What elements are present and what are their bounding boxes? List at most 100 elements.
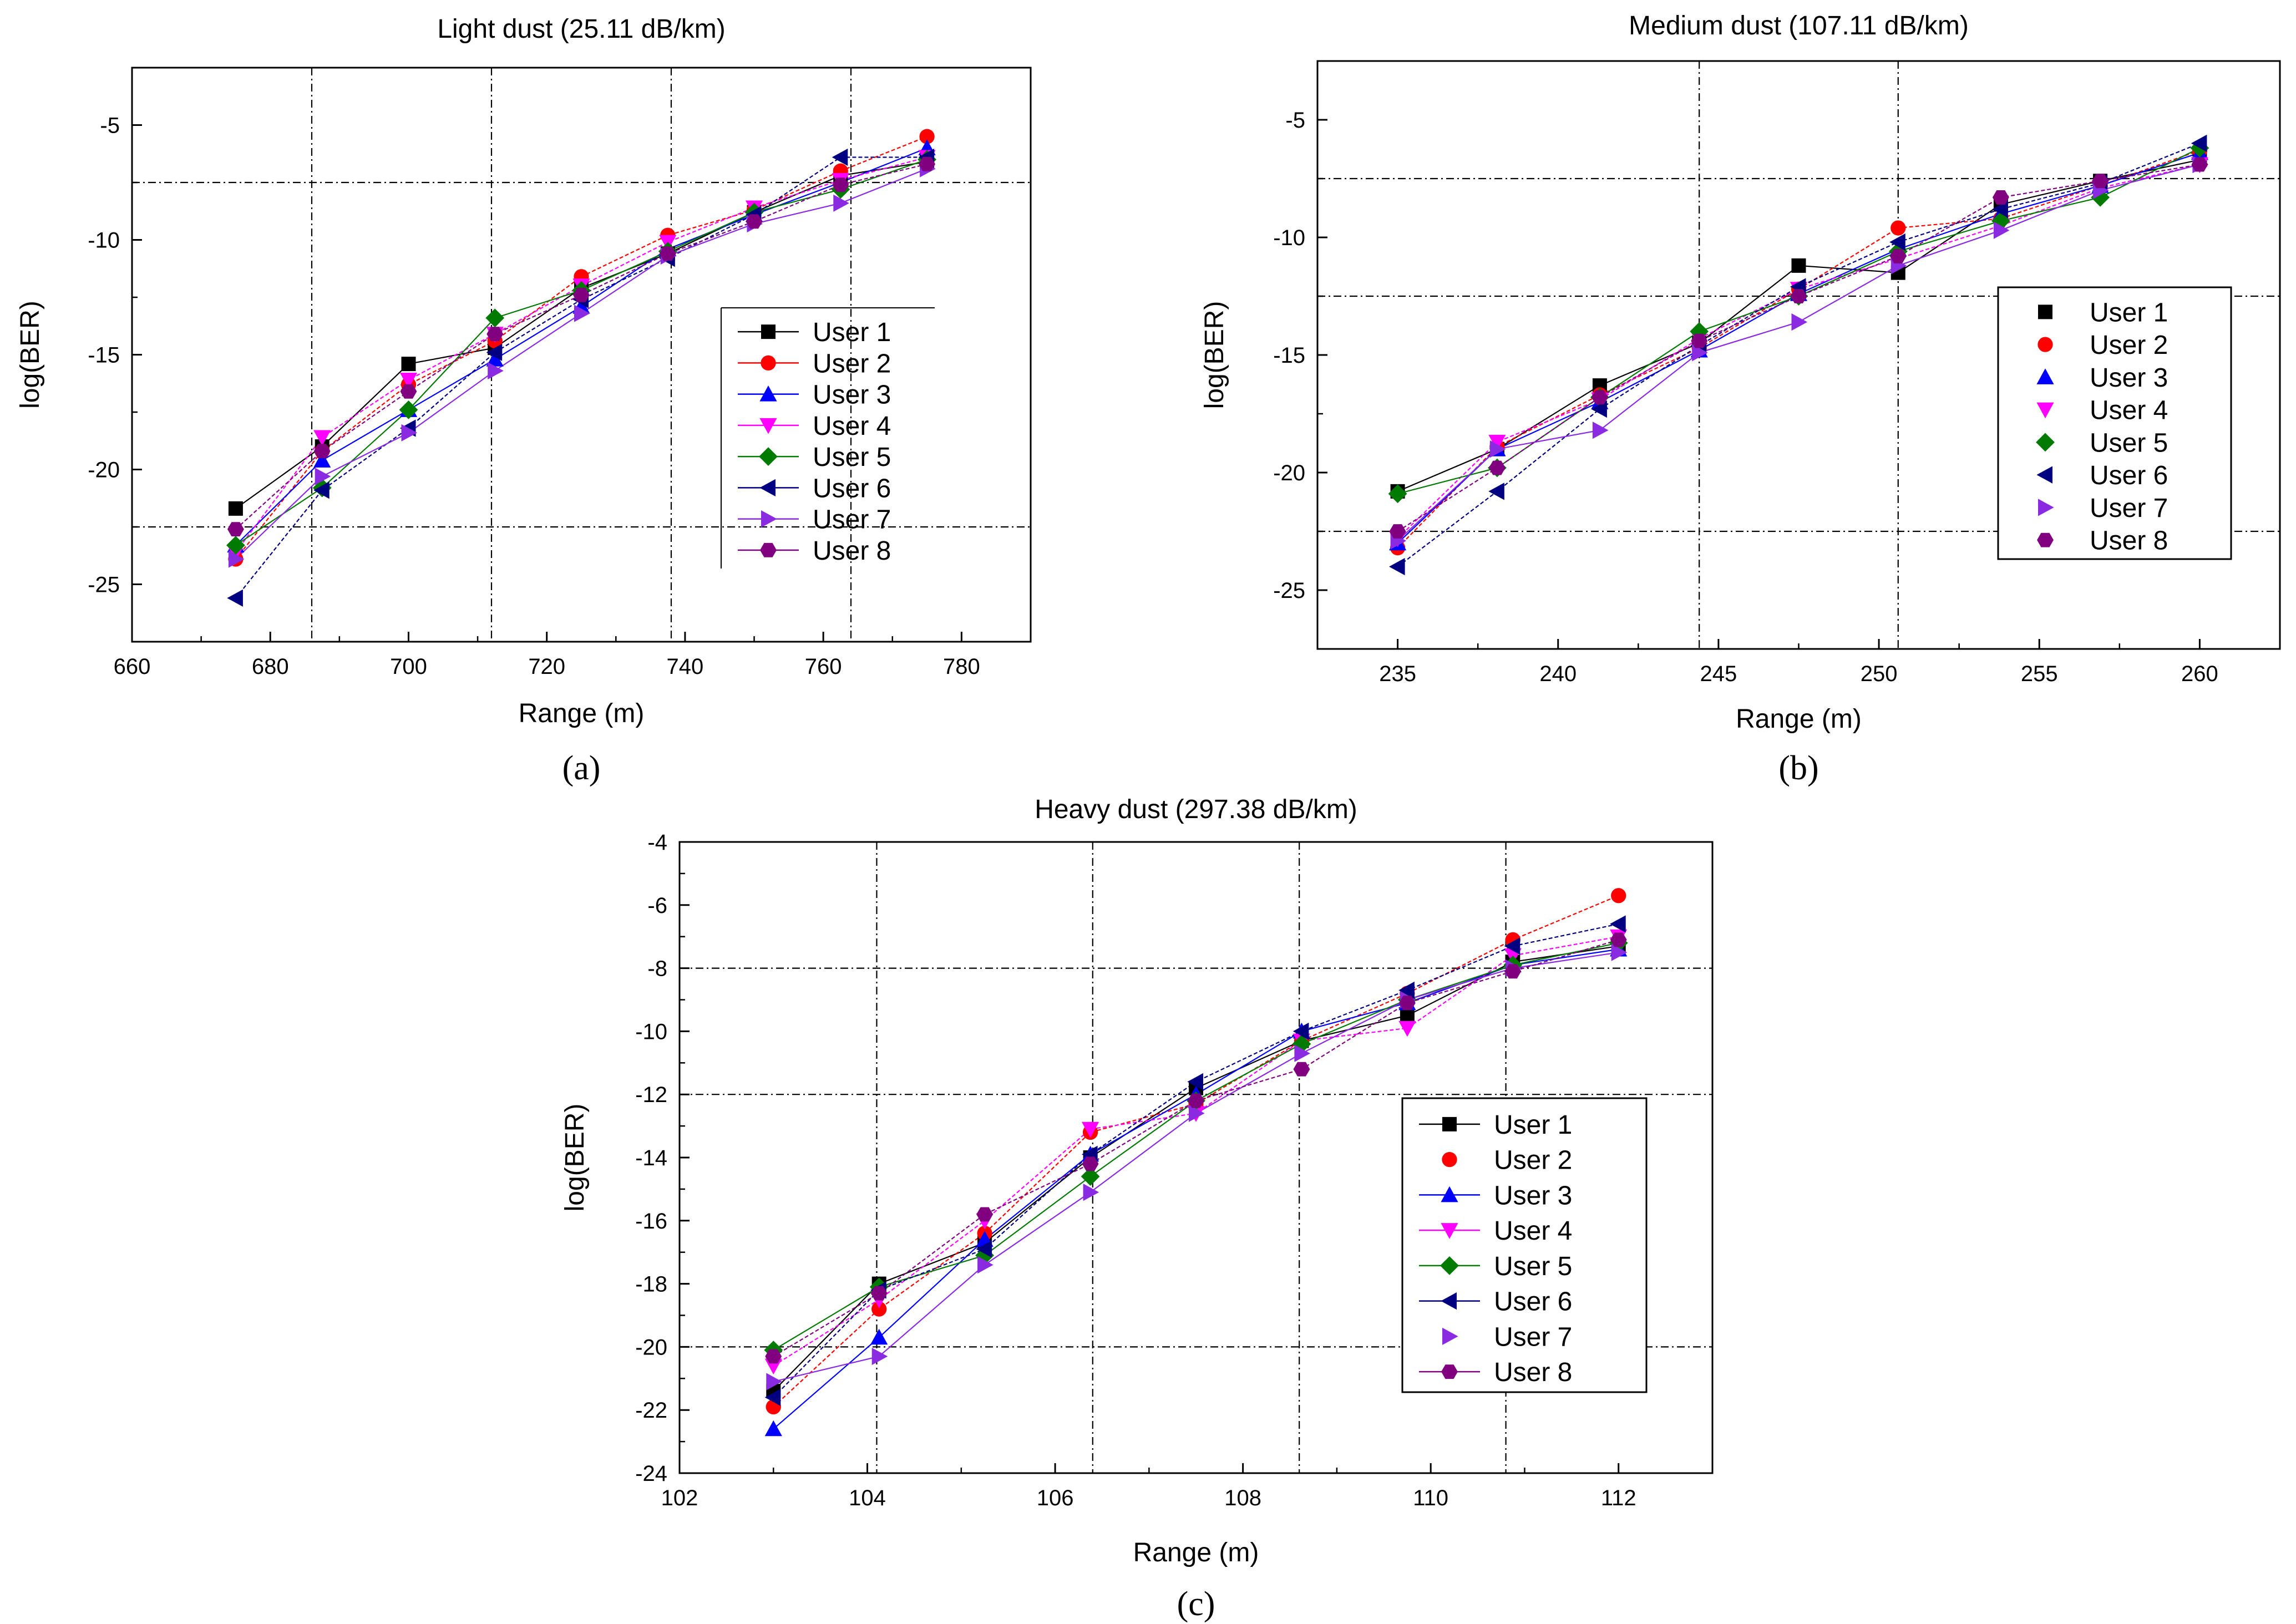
legend-entry-label: User 3 xyxy=(813,380,891,410)
data-point-user-4 xyxy=(1398,1021,1416,1037)
x-tick-label: 780 xyxy=(943,654,980,679)
legend-entry-label: User 8 xyxy=(813,536,891,566)
x-tick-label: 240 xyxy=(1539,662,1577,686)
chart-title: Medium dust (107.11 dB/km) xyxy=(1629,11,1969,40)
panel-label: (a) xyxy=(562,749,601,787)
data-point-user-7 xyxy=(1189,1104,1205,1122)
data-series-group xyxy=(1388,134,2209,576)
data-point-user-2 xyxy=(871,1301,887,1317)
data-point-user-7 xyxy=(315,468,331,485)
legend-entry-label: User 4 xyxy=(813,412,891,441)
legend-entry-label: User 1 xyxy=(2090,298,2168,327)
x-tick-label: 700 xyxy=(390,654,427,679)
y-tick-label: -4 xyxy=(647,830,667,855)
y-axis-label: log(BER) xyxy=(16,301,45,409)
data-point-user-7 xyxy=(1611,943,1628,961)
data-point-user-8 xyxy=(1790,289,1807,303)
data-point-user-7 xyxy=(488,362,504,380)
legend-marker-user-8 xyxy=(2037,532,2054,547)
y-tick-label: -8 xyxy=(647,957,667,981)
data-point-user-1 xyxy=(228,501,243,516)
data-point-user-5 xyxy=(226,536,245,555)
data-point-user-5 xyxy=(1292,1034,1311,1054)
x-axis-label: Range (m) xyxy=(1736,704,1862,734)
y-tick-label: -14 xyxy=(635,1146,667,1170)
data-point-user-8 xyxy=(1082,1156,1099,1171)
legend-entry-label: User 7 xyxy=(813,505,891,535)
data-point-user-7 xyxy=(401,424,418,441)
x-tick-label: 255 xyxy=(2021,662,2058,686)
legend-entry-label: User 6 xyxy=(813,474,891,503)
data-point-user-5 xyxy=(975,1246,994,1265)
legend-marker-user-7 xyxy=(1442,1327,1458,1345)
data-point-user-8 xyxy=(870,1286,888,1301)
data-point-user-6 xyxy=(313,481,330,499)
data-point-user-7 xyxy=(574,304,590,322)
x-tick-label: 250 xyxy=(1861,662,1898,686)
legend-marker-user-4 xyxy=(2036,402,2054,419)
data-point-user-6 xyxy=(1992,200,2008,218)
legend-marker-user-5 xyxy=(2036,433,2055,452)
legend-entry-label: User 1 xyxy=(813,318,891,347)
legend-marker-user-7 xyxy=(761,510,777,528)
data-series-group xyxy=(764,888,1628,1437)
series-line-user-4 xyxy=(235,156,927,553)
legend-marker-user-8 xyxy=(760,542,777,557)
legend-marker-user-4 xyxy=(759,418,777,434)
y-tick-label: -5 xyxy=(100,114,120,138)
x-tick-label: 260 xyxy=(2181,662,2218,686)
legend-entry-label: User 7 xyxy=(1494,1322,1572,1352)
y-tick-label: -25 xyxy=(1273,578,1305,603)
legend-marker-user-3 xyxy=(2036,368,2054,384)
legend-marker-user-6 xyxy=(759,479,776,496)
y-tick-label: -10 xyxy=(635,1019,667,1044)
y-tick-label: -12 xyxy=(635,1083,667,1107)
legend-marker-user-2 xyxy=(1442,1151,1457,1168)
x-tick-label: 245 xyxy=(1700,662,1737,686)
legend-entry-label: User 8 xyxy=(2090,526,2168,556)
x-tick-label: 106 xyxy=(1037,1486,1074,1510)
data-point-user-2 xyxy=(1890,220,1906,236)
data-point-user-4 xyxy=(313,430,331,446)
legend-marker-user-8 xyxy=(1441,1364,1458,1379)
chart-panel-3: Heavy dust (297.38 dB/km) 102 104 106 108 110… xyxy=(560,795,1714,1623)
data-point-user-6 xyxy=(1889,233,1905,251)
data-point-user-6 xyxy=(1591,400,1607,418)
data-point-user-5 xyxy=(2091,188,2110,207)
legend-entry-label: User 2 xyxy=(1494,1146,1572,1175)
data-point-user-8 xyxy=(2092,174,2109,189)
data-point-user-7 xyxy=(1692,344,1708,362)
data-point-user-8 xyxy=(765,1349,782,1364)
data-point-user-8 xyxy=(1398,996,1416,1011)
data-point-user-1 xyxy=(1400,1008,1415,1023)
data-point-user-7 xyxy=(1083,1184,1099,1201)
data-point-user-8 xyxy=(746,214,763,229)
data-point-user-7 xyxy=(228,550,245,568)
data-point-user-7 xyxy=(1993,221,2010,239)
y-tick-label: -10 xyxy=(1273,226,1305,250)
data-point-user-6 xyxy=(1610,915,1626,933)
data-point-user-6 xyxy=(1488,483,1504,500)
legend-entry-label: User 6 xyxy=(2090,461,2168,490)
x-tick-label: 110 xyxy=(1413,1486,1448,1510)
data-point-user-8 xyxy=(313,444,331,459)
y-axis-label: log(BER) xyxy=(560,1104,590,1212)
x-axis-label: Range (m) xyxy=(1133,1538,1259,1567)
y-tick-label: -20 xyxy=(635,1335,667,1359)
y-tick-label: -24 xyxy=(635,1461,667,1486)
data-point-user-6 xyxy=(1389,558,1405,576)
legend-entry-label: User 5 xyxy=(1494,1252,1572,1281)
data-point-user-3 xyxy=(486,351,504,367)
data-point-user-5 xyxy=(485,308,505,328)
data-point-user-6 xyxy=(1187,1073,1203,1090)
x-tick-label: 660 xyxy=(114,654,151,679)
legend-marker-user-1 xyxy=(761,324,776,339)
data-point-user-4 xyxy=(1488,434,1506,451)
legend-entry-label: User 5 xyxy=(2090,428,2168,458)
y-axis-label: log(BER) xyxy=(1200,301,1229,409)
data-point-user-1 xyxy=(1791,258,1806,273)
data-point-user-6 xyxy=(227,589,243,607)
data-point-user-8 xyxy=(976,1207,994,1222)
data-point-user-4 xyxy=(1082,1121,1099,1138)
y-tick-label: -15 xyxy=(88,343,120,368)
